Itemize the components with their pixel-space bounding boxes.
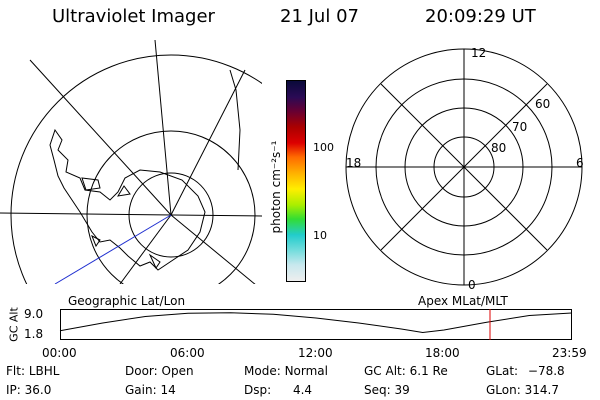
coastline (49, 128, 206, 271)
door-value: Open (161, 364, 194, 378)
seq-value: 39 (394, 383, 410, 397)
altitude-ytick-9: 9.0 (24, 307, 44, 321)
altitude-xtick-0000: 00:00 (42, 346, 77, 360)
status-mode: Mode: Normal (244, 364, 328, 378)
dsp-value: 4.4 (292, 383, 313, 397)
altitude-xtick-1200: 12:00 (298, 346, 333, 360)
meridian-line (29, 59, 172, 216)
lat-circle-mid (86, 130, 256, 284)
mlt-label-12: 12 (471, 46, 487, 60)
instrument-title: Ultraviolet Imager (52, 6, 215, 27)
dsp-label: Dsp: (244, 383, 272, 397)
status-glat: GLat: −78.8 (486, 364, 565, 378)
gain-value: 14 (160, 383, 176, 397)
flt-label: Flt: (6, 364, 25, 378)
meridian-line (170, 214, 256, 284)
meridian-line (170, 69, 246, 216)
glon-value: 314.7 (524, 383, 559, 397)
mlt-label-0: 0 (468, 278, 476, 292)
status-flt: Flt: LBHL (6, 364, 59, 378)
gain-label: Gain: (125, 383, 157, 397)
mlat-label-70: 70 (512, 120, 528, 134)
time-label: 20:09:29 UT (425, 6, 536, 27)
status-gain: Gain: 14 (125, 383, 176, 397)
mlat-label-80: 80 (491, 141, 507, 155)
seq-label: Seq: (364, 383, 391, 397)
flt-value: LBHL (28, 364, 60, 378)
glat-value: −78.8 (527, 364, 565, 378)
altitude-xtick-2359: 23:59 (552, 346, 587, 360)
coastline (91, 234, 101, 248)
colorbar-tick-10: 10 (313, 229, 327, 242)
meridian-line (0, 212, 262, 217)
mode-label: Mode: (244, 364, 281, 378)
altitude-curve (59, 312, 572, 334)
door-label: Door: (125, 364, 158, 378)
altitude-xtick-1800: 18:00 (425, 346, 460, 360)
gcalt-value: 6.1 Re (409, 364, 448, 378)
coastline (81, 177, 101, 191)
glat-label: GLat: (486, 364, 519, 378)
coastline (229, 69, 241, 171)
geographic-label: Geographic Lat/Lon (68, 294, 186, 308)
status-glon: GLon: 314.7 (486, 383, 559, 397)
mlt-label-6: 6 (576, 156, 584, 170)
colorbar-tick-100: 100 (313, 141, 334, 154)
ip-value: 36.0 (24, 383, 52, 397)
mode-value: Normal (284, 364, 328, 378)
altitude-xtick-0600: 06:00 (170, 346, 205, 360)
ip-label: IP: (6, 383, 21, 397)
mlt-label-18: 18 (346, 156, 362, 170)
meridian-line (154, 40, 172, 216)
altitude-plot-frame (60, 309, 572, 340)
status-door: Door: Open (125, 364, 194, 378)
apex-label: Apex MLat/MLT (418, 294, 508, 308)
meridian-line (119, 214, 172, 284)
coastline (117, 185, 131, 197)
altitude-ytick-1-8: 1.8 (24, 327, 44, 341)
glon-label: GLon: (486, 383, 521, 397)
coastline (148, 253, 161, 270)
date-label: 21 Jul 07 (280, 6, 359, 27)
status-gcalt: GC Alt: 6.1 Re (364, 364, 448, 378)
orbit-track (54, 214, 172, 284)
mlat-label-60: 60 (535, 97, 551, 111)
colorbar (286, 80, 306, 282)
status-dsp: Dsp: 4.4 (244, 383, 312, 397)
lat-circle-outer (10, 54, 262, 284)
status-ip: IP: 36.0 (6, 383, 51, 397)
mlt-line-diagonal (380, 83, 548, 251)
status-seq: Seq: 39 (364, 383, 410, 397)
gcalt-label: GC Alt: (364, 364, 406, 378)
altitude-ylabel: GC Alt (7, 307, 21, 342)
